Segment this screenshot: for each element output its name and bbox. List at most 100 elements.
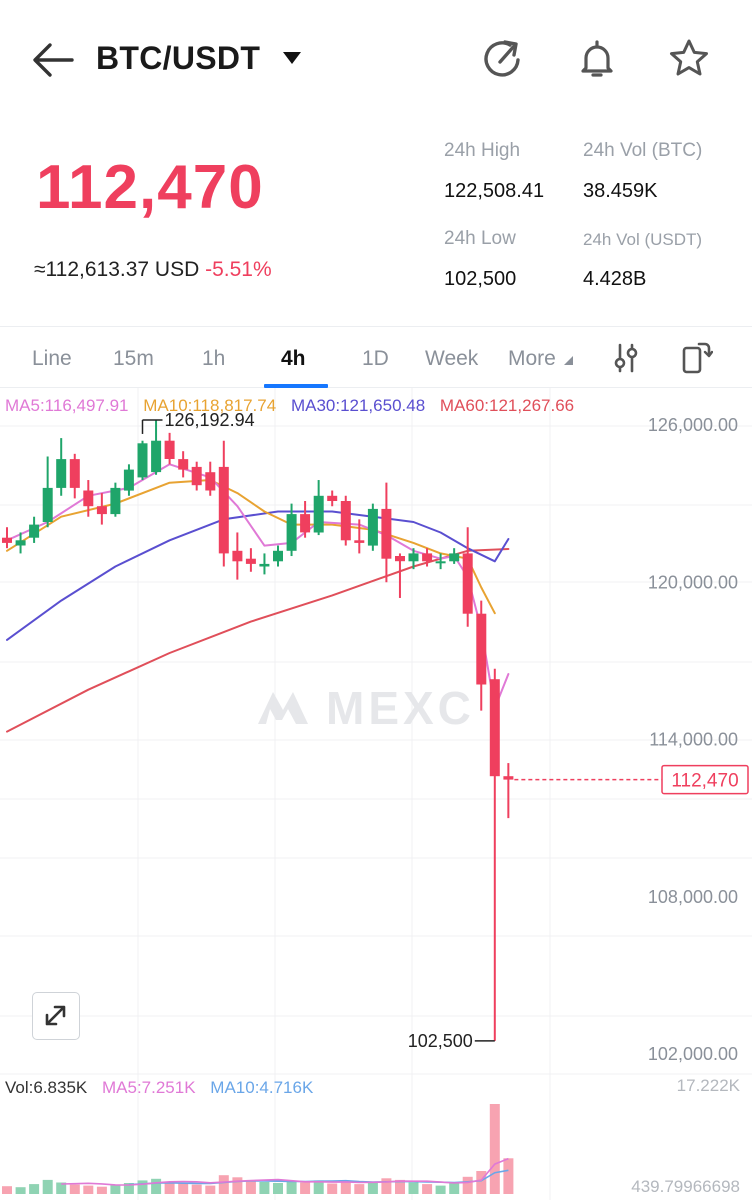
y-tick-label: 126,000.00 xyxy=(648,415,738,435)
share-refresh-icon[interactable] xyxy=(480,36,526,82)
candle-body xyxy=(110,487,121,515)
interval-tabs: Line 15m 1h 4h 1D Week More xyxy=(0,326,752,388)
candle-body xyxy=(381,508,392,559)
fullscreen-expand-icon[interactable] xyxy=(32,992,80,1040)
candle-body xyxy=(56,459,67,488)
y-tick-label: 102,000.00 xyxy=(648,1044,738,1064)
volume-bar xyxy=(56,1182,67,1194)
candle-body xyxy=(137,443,148,478)
volume-bar xyxy=(489,1104,500,1194)
star-icon[interactable] xyxy=(666,36,712,82)
candle-body xyxy=(191,466,202,486)
ma10-line xyxy=(6,479,496,615)
volume-bar xyxy=(313,1180,324,1194)
candle-body xyxy=(259,563,270,567)
ma-legend: MA5:116,497.91 MA10:118,817.74 MA30:121,… xyxy=(5,396,584,416)
volume-legend: Vol:6.835K MA5:7.251K MA10:4.716K xyxy=(5,1078,323,1098)
candle-body xyxy=(489,679,500,777)
tab-week[interactable]: Week xyxy=(425,347,479,370)
volume-bar xyxy=(259,1182,270,1194)
volume-bar xyxy=(205,1185,216,1194)
active-tab-indicator xyxy=(264,384,328,388)
y-tick-label: 114,000.00 xyxy=(649,730,738,750)
candle-body xyxy=(164,440,175,459)
y-tick-label: 120,000.00 xyxy=(648,572,738,592)
volume-bar xyxy=(503,1158,514,1194)
approx-usd-row: ≈112,613.37 USD -5.51% xyxy=(34,258,272,282)
volume-bar xyxy=(69,1184,80,1194)
back-arrow-icon[interactable] xyxy=(28,38,78,82)
kline-chart[interactable]: 126,000.00 120,000.00 114,000.00 108,000.00… xyxy=(0,388,752,1200)
volume-bar xyxy=(286,1180,297,1194)
tab-1d[interactable]: 1D xyxy=(362,347,389,370)
volume-bar xyxy=(83,1185,94,1194)
candle-body xyxy=(151,440,162,473)
volume-bar xyxy=(381,1178,392,1194)
vol-legend: Vol:6.835K xyxy=(5,1078,88,1097)
volume-bar xyxy=(300,1182,311,1194)
candle-body xyxy=(123,469,134,491)
candle-body xyxy=(205,472,216,491)
volume-bar xyxy=(96,1186,107,1194)
candle-body xyxy=(354,540,365,543)
candle-body xyxy=(83,490,94,507)
candle-body xyxy=(462,553,473,614)
volume-bar xyxy=(218,1175,229,1194)
high-24h-label: 24h High xyxy=(444,140,521,161)
volume-bar xyxy=(110,1185,121,1194)
tab-more[interactable]: More xyxy=(508,347,574,371)
vol-btc-value: 38.459K xyxy=(583,180,658,202)
tab-15m[interactable]: 15m xyxy=(113,347,154,370)
price-change-percent: -5.51% xyxy=(205,258,272,281)
pair-dropdown-caret-icon[interactable] xyxy=(282,50,302,66)
kline-chart-svg[interactable]: 126,000.00 120,000.00 114,000.00 108,000.00… xyxy=(0,388,752,1200)
candle-body xyxy=(300,514,311,533)
ma5-line xyxy=(6,463,510,710)
tab-1h[interactable]: 1h xyxy=(202,347,226,370)
volume-bar xyxy=(367,1181,378,1194)
vol-btc-label: 24h Vol (BTC) xyxy=(583,140,703,161)
volume-bar xyxy=(29,1184,40,1194)
volume-bar xyxy=(151,1178,162,1194)
volume-bar xyxy=(273,1183,283,1194)
volume-bar xyxy=(449,1183,460,1194)
candle-body xyxy=(422,553,433,562)
vol-ma5-legend: MA5:7.251K xyxy=(101,1078,196,1097)
ma60-legend: MA60:121,267.66 xyxy=(439,396,575,415)
low-24h-label: 24h Low xyxy=(444,228,516,249)
candle-body xyxy=(2,537,12,543)
high-price-label: 126,192.94 xyxy=(165,410,255,430)
candle-body xyxy=(286,514,297,551)
volume-bar xyxy=(408,1182,419,1194)
vol-ma10-legend: MA10:4.716K xyxy=(210,1078,314,1097)
ma30-legend: MA30:121,650.48 xyxy=(290,396,426,415)
volume-max-label: 17.222K xyxy=(677,1076,741,1095)
indicator-settings-icon[interactable] xyxy=(609,341,643,375)
more-caret-icon xyxy=(563,356,573,365)
candle-body xyxy=(449,553,460,562)
tab-line[interactable]: Line xyxy=(32,347,72,370)
last-price-tag xyxy=(661,764,749,795)
candle-body xyxy=(435,561,446,564)
candle-body xyxy=(218,466,229,554)
ma5-legend: MA5:116,497.91 xyxy=(5,396,129,415)
candle-body xyxy=(503,776,514,780)
candle-body xyxy=(178,459,189,470)
candle-body xyxy=(15,540,26,546)
tab-4h[interactable]: 4h xyxy=(281,347,306,370)
candle-body xyxy=(476,613,487,685)
pair-title[interactable]: BTC/USDT xyxy=(96,40,261,76)
ma30-line xyxy=(6,510,510,641)
y-tick-label: 108,000.00 xyxy=(648,887,738,907)
rotate-screen-icon[interactable] xyxy=(679,341,714,375)
header: BTC/USDT xyxy=(0,0,752,120)
candle-body xyxy=(408,553,419,562)
volume-bar xyxy=(327,1183,338,1194)
volume-bar xyxy=(340,1182,351,1194)
volume-bar xyxy=(232,1177,243,1194)
candle-body xyxy=(96,506,107,515)
volume-bar xyxy=(15,1187,26,1194)
bell-icon[interactable] xyxy=(574,36,620,82)
volume-bar xyxy=(354,1184,365,1194)
candle-body xyxy=(42,487,53,522)
